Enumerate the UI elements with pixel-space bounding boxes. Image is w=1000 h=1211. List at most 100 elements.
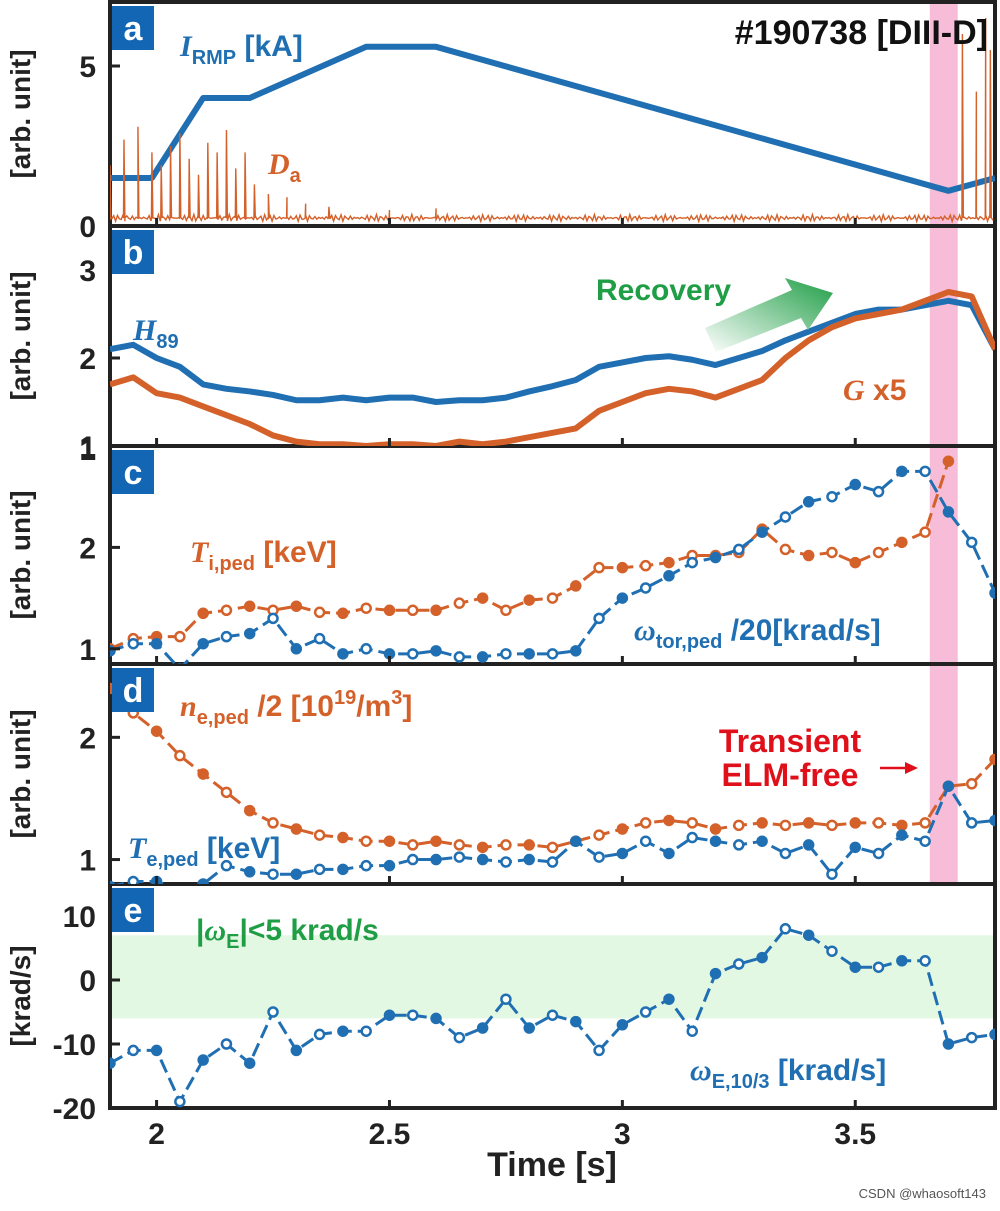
- panel-letter-e: e: [124, 892, 143, 930]
- data-point: [476, 592, 489, 604]
- data-point: [756, 526, 768, 538]
- dalpha-label: Da: [267, 148, 302, 187]
- data-point: [849, 478, 862, 491]
- data-point: [849, 841, 862, 854]
- x-tick-label: 2.5: [369, 1118, 411, 1151]
- label-main: T: [190, 536, 210, 569]
- data-point: [570, 645, 582, 657]
- elm-free-band: [929, 226, 958, 446]
- label-rest: /2 [10: [249, 690, 334, 723]
- data-point: [407, 839, 419, 851]
- y-axis-title-b: [arb. unit]: [5, 271, 36, 400]
- data-point: [360, 1025, 372, 1037]
- data-point: [989, 814, 995, 827]
- data-point: [407, 648, 419, 660]
- recovery-arrow: [705, 278, 833, 352]
- data-point: [476, 841, 489, 854]
- data-point: [220, 859, 233, 872]
- data-point: [383, 835, 396, 847]
- data-point: [942, 506, 955, 518]
- data-point: [127, 637, 140, 650]
- label-rest: [keV]: [255, 536, 337, 569]
- data-point: [197, 878, 209, 884]
- data-point: [802, 817, 815, 829]
- data-point: [849, 961, 862, 973]
- data-point: [243, 804, 256, 817]
- data-point: [733, 839, 745, 851]
- data-point: [546, 1009, 559, 1021]
- data-point: [127, 1044, 140, 1057]
- data-point: [523, 594, 535, 606]
- d-alpha-trace: [110, 17, 994, 224]
- data-point: [570, 580, 582, 592]
- data-point: [360, 602, 372, 614]
- label-main: ω: [634, 614, 656, 647]
- y-tick-label: 1: [79, 845, 96, 878]
- g-label: G x5: [843, 374, 906, 407]
- data-point: [430, 853, 442, 866]
- data-point: [942, 1038, 955, 1050]
- label-sub: RMP: [192, 47, 236, 69]
- elm-free-band: [929, 664, 958, 884]
- data-point: [942, 455, 955, 467]
- watermark: CSDN @whaosoft143: [859, 1186, 986, 1201]
- data-point: [756, 951, 768, 964]
- data-point: [593, 1044, 605, 1057]
- data-point: [337, 648, 349, 660]
- data-point: [896, 829, 908, 841]
- data-point: [639, 817, 652, 829]
- y-tick-label: -10: [53, 1029, 96, 1062]
- data-point: [500, 604, 512, 617]
- data-point: [453, 851, 466, 863]
- label-tail: /m: [356, 690, 391, 723]
- data-point: [779, 819, 792, 832]
- highlight-bands: [110, 2, 995, 1019]
- recovery-label: Recovery: [596, 274, 731, 307]
- elm-free-band: [929, 446, 958, 664]
- series-dashed-line: [110, 927, 995, 1104]
- data-point: [243, 600, 256, 612]
- data-point: [383, 859, 396, 872]
- data-point: [407, 1009, 419, 1021]
- data-point: [802, 549, 815, 562]
- data-point: [919, 817, 931, 829]
- label-sub: e,ped: [146, 849, 198, 871]
- data-point: [290, 868, 303, 880]
- label-rest: [krad/s]: [770, 1054, 887, 1087]
- transient-arrow-head: [905, 762, 918, 774]
- data-point: [546, 856, 559, 868]
- data-point: [267, 1006, 279, 1018]
- data-point: [570, 835, 582, 847]
- data-point: [175, 886, 184, 895]
- panel-letter-c: c: [124, 454, 143, 492]
- data-point: [965, 778, 978, 790]
- data-point: [709, 967, 722, 980]
- label-sub: tor,ped: [656, 631, 723, 653]
- data-point: [220, 786, 233, 799]
- ne-label: ne,ped /2 [1019/m3]: [180, 687, 412, 729]
- data-point: [430, 645, 442, 657]
- data-point: [709, 823, 722, 835]
- panel-frame-e: [108, 882, 997, 1110]
- data-point: [430, 1012, 442, 1025]
- data-point: [756, 835, 768, 847]
- data-point: [593, 612, 605, 625]
- data-point: [313, 606, 326, 619]
- label-main: G: [843, 374, 865, 407]
- x-tick-label: 3: [614, 1118, 631, 1151]
- data-point: [313, 1028, 326, 1041]
- data-point: [872, 817, 885, 829]
- data-point: [453, 651, 466, 663]
- data-point: [127, 875, 140, 884]
- label-sub: i,ped: [208, 553, 255, 575]
- te-label: Te,ped [keV]: [128, 832, 280, 871]
- data-point: [919, 526, 931, 538]
- data-point: [313, 829, 326, 841]
- y-tick-label: 2: [79, 532, 96, 565]
- data-point: [942, 780, 955, 792]
- label-sup: 19: [334, 687, 356, 709]
- panel-frame-b: [108, 224, 997, 448]
- data-point: [313, 632, 326, 645]
- data-point: [826, 945, 838, 957]
